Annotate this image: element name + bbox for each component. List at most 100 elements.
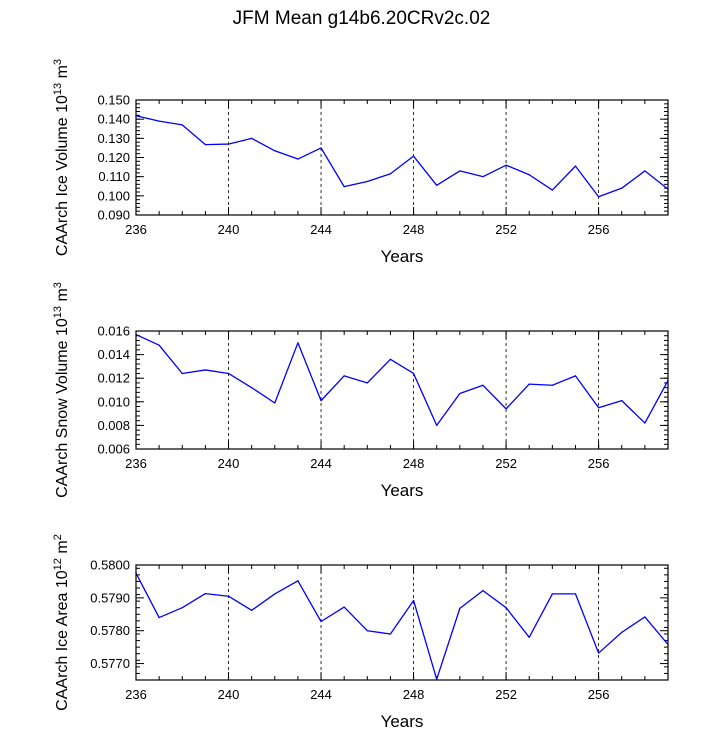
data-point [412, 599, 415, 602]
data-point [482, 590, 484, 592]
data-point [251, 387, 253, 389]
data-point [204, 144, 206, 146]
data-point [181, 124, 183, 126]
y-axis-label-exponent: 3 [52, 282, 64, 288]
data-point [459, 170, 461, 172]
data-point [621, 400, 623, 402]
data-point [320, 147, 322, 149]
data-point [528, 383, 530, 385]
data-point [551, 189, 553, 191]
data-point [297, 580, 299, 582]
x-tick-label: 252 [495, 222, 517, 237]
data-point [158, 616, 160, 619]
data-point [274, 402, 276, 404]
data-point [297, 158, 299, 160]
y-axis-label-text: CAArch Ice Area 10 [54, 570, 71, 711]
y-axis-label-exponent: 13 [52, 306, 64, 318]
y-axis-label-exponent: 13 [52, 83, 64, 95]
data-point [158, 344, 160, 346]
data-point [320, 400, 322, 402]
data-point [621, 631, 623, 633]
data-point [459, 392, 461, 395]
data-point [505, 408, 507, 410]
plot-frame [135, 99, 669, 216]
y-axis-label-text: m [54, 288, 71, 306]
data-point [505, 607, 507, 609]
x-axis-label: Years [381, 247, 424, 266]
data-point [343, 186, 345, 188]
x-tick-label: 236 [125, 456, 147, 471]
data-point [274, 150, 276, 152]
chart-panel-1: 236 240 244 248 252 256 0.090 0.100 0.110 0.120 0.… [52, 59, 669, 266]
data-point [621, 187, 623, 189]
data-point [343, 606, 345, 608]
y-tick-label: 0.150 [97, 93, 130, 108]
data-point [366, 382, 368, 384]
data-point [482, 176, 484, 178]
data-point [412, 155, 415, 157]
y-tick-label: 0.120 [97, 150, 130, 165]
data-point [644, 616, 646, 618]
data-point [389, 633, 392, 635]
y-axis-label-text: m [54, 540, 71, 558]
plot-frame [135, 330, 669, 450]
data-point [412, 372, 415, 375]
y-axis-label-exponent: 12 [52, 558, 64, 570]
y-axis-label: CAArch Ice Volume 1013 m3 [52, 59, 71, 256]
y-tick-label: 0.010 [97, 394, 130, 409]
x-tick-label: 252 [495, 456, 517, 471]
y-tick-label: 0.140 [97, 112, 130, 127]
data-point [251, 137, 253, 139]
y-tick-label: 0.012 [97, 371, 130, 386]
y-tick-label: 0.090 [97, 208, 130, 223]
data-point [459, 607, 461, 609]
chart-title: JFM Mean g14b6.20CRv2c.02 [232, 8, 491, 29]
data-point [320, 620, 322, 623]
y-tick-label: 0.006 [97, 442, 130, 457]
data-point [227, 372, 230, 375]
x-tick-label: 256 [588, 687, 610, 702]
data-point [251, 609, 253, 611]
chart-panel-3: 236 240 244 248 252 256 0.5770 0.5780 0.5790 0.58… [52, 534, 669, 731]
y-tick-label: 0.014 [97, 347, 130, 362]
y-axis-label-exponent: 3 [52, 59, 64, 65]
y-axis-label-exponent: 2 [52, 534, 64, 540]
x-tick-label: 244 [310, 222, 332, 237]
data-point [366, 630, 368, 632]
data-point [505, 164, 507, 166]
data-point [274, 593, 276, 595]
x-tick-label: 256 [588, 456, 610, 471]
data-point [644, 170, 646, 172]
y-tick-label: 0.016 [97, 324, 130, 339]
data-point [227, 595, 230, 597]
x-axis-label: Years [381, 712, 424, 731]
data-point [389, 173, 392, 175]
data-point [227, 143, 230, 145]
x-tick-label: 256 [588, 222, 610, 237]
chart-panel-2: 236 240 244 248 252 256 0.006 0.008 0.010 0.012 0.… [52, 282, 669, 500]
x-tick-label: 236 [125, 687, 147, 702]
x-tick-label: 244 [310, 687, 332, 702]
data-point [436, 424, 438, 426]
x-tick-label: 236 [125, 222, 147, 237]
series-line [135, 115, 669, 198]
plot-frame [135, 564, 669, 681]
y-tick-label: 0.130 [97, 131, 130, 146]
y-axis-label: CAArch Ice Area 1012 m2 [52, 534, 71, 711]
data-point [204, 369, 206, 371]
data-point [528, 174, 530, 176]
y-axis-label-text: CAArch Snow Volume 10 [54, 318, 71, 498]
y-tick-label: 0.100 [97, 188, 130, 203]
x-tick-label: 248 [403, 456, 425, 471]
x-tick-label: 240 [218, 456, 240, 471]
data-point [366, 180, 368, 183]
data-point [598, 652, 600, 654]
data-point [551, 593, 553, 595]
y-tick-label: 0.008 [97, 418, 130, 433]
y-tick-label: 0.5800 [90, 558, 130, 573]
data-point [181, 372, 183, 375]
y-tick-label: 0.5790 [90, 590, 130, 605]
data-point [598, 407, 600, 409]
data-point [528, 636, 530, 638]
